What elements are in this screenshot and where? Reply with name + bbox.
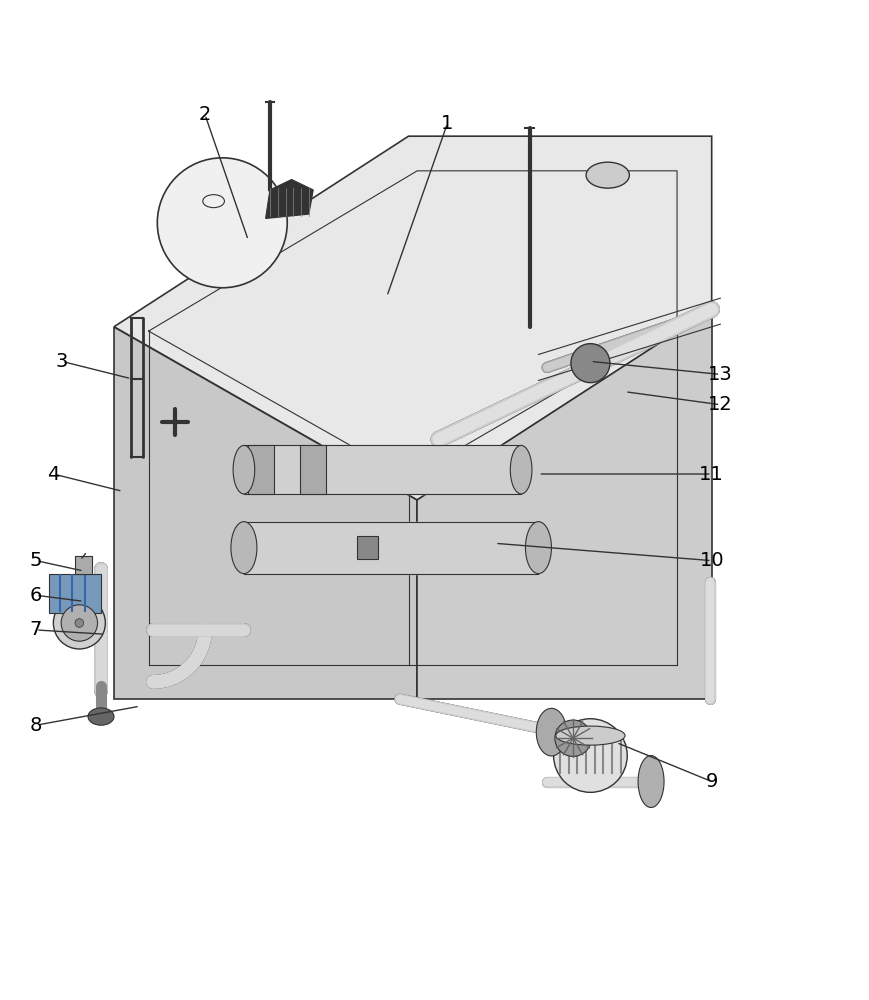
Polygon shape [417, 309, 712, 699]
Text: 6: 6 [30, 586, 43, 605]
Ellipse shape [526, 522, 552, 574]
Ellipse shape [53, 597, 105, 649]
Ellipse shape [88, 708, 114, 725]
Ellipse shape [157, 158, 288, 288]
Ellipse shape [536, 708, 567, 756]
Text: 10: 10 [700, 551, 724, 570]
FancyBboxPatch shape [356, 536, 378, 559]
Polygon shape [266, 179, 313, 218]
Text: 11: 11 [700, 465, 724, 484]
Text: 13: 13 [708, 365, 733, 384]
Text: 7: 7 [30, 620, 43, 639]
Ellipse shape [556, 726, 625, 745]
FancyBboxPatch shape [49, 574, 101, 613]
Polygon shape [114, 136, 712, 500]
Ellipse shape [510, 445, 532, 494]
Text: 1: 1 [441, 114, 454, 133]
Ellipse shape [233, 445, 255, 494]
FancyBboxPatch shape [249, 445, 275, 494]
Ellipse shape [571, 344, 610, 383]
Text: 12: 12 [708, 395, 733, 414]
Ellipse shape [555, 720, 591, 756]
Text: 4: 4 [47, 465, 60, 484]
Ellipse shape [586, 162, 629, 188]
Ellipse shape [75, 619, 83, 627]
Polygon shape [114, 327, 417, 699]
Text: 5: 5 [30, 551, 43, 570]
Ellipse shape [554, 719, 627, 792]
Ellipse shape [638, 756, 664, 808]
Ellipse shape [61, 605, 97, 641]
Text: 3: 3 [56, 352, 68, 371]
Text: 8: 8 [30, 716, 43, 735]
Ellipse shape [231, 522, 257, 574]
FancyBboxPatch shape [300, 445, 326, 494]
Text: 9: 9 [706, 772, 718, 791]
FancyBboxPatch shape [75, 556, 92, 574]
Text: 2: 2 [199, 105, 211, 124]
